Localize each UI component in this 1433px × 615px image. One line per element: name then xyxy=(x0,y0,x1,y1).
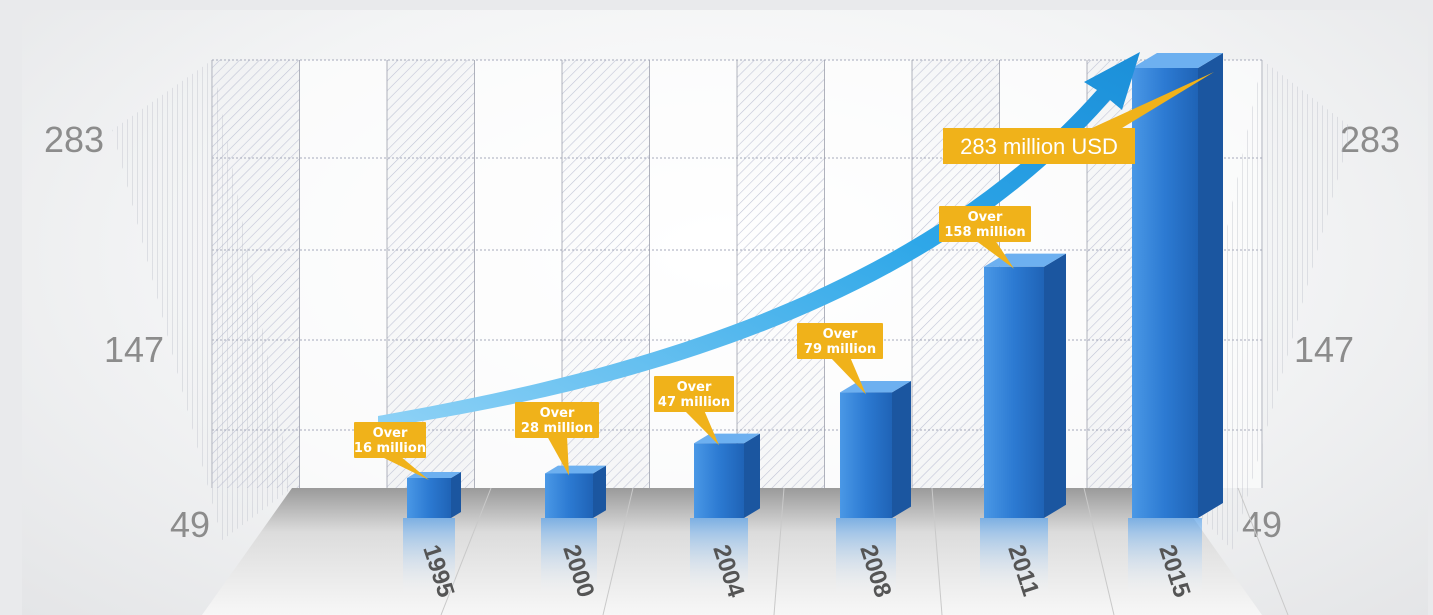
callout-box xyxy=(943,128,1135,164)
wall-column xyxy=(649,60,737,488)
floor-divider xyxy=(773,487,785,615)
bar-2011 xyxy=(984,266,1044,518)
bar-reflections xyxy=(403,518,1202,598)
callout-line2: 47 million xyxy=(658,395,730,410)
floor-divider xyxy=(602,487,634,615)
callout-line1: Over xyxy=(373,426,408,441)
callout-pointer xyxy=(684,410,719,446)
callout-pointer xyxy=(830,357,866,395)
callout-line2: 28 million xyxy=(521,421,593,436)
bar-reflection xyxy=(541,518,597,598)
callout-line2: 16 million xyxy=(354,441,426,456)
callout-line1: Over xyxy=(823,327,858,342)
floor-divider xyxy=(1083,487,1115,615)
bar-reflection xyxy=(690,518,748,598)
y-tick-left-49: 49 xyxy=(170,504,211,545)
bar-side xyxy=(1044,253,1066,519)
bar-side xyxy=(892,380,911,518)
y-tick-right-49: 49 xyxy=(1242,504,1283,545)
bar-side xyxy=(593,465,606,518)
bar-2004 xyxy=(694,443,744,518)
bar-2000 xyxy=(545,473,593,518)
bar-reflection xyxy=(403,518,455,598)
bar-1995 xyxy=(407,478,451,518)
bar-2015 xyxy=(1132,68,1198,518)
bar-2008 xyxy=(840,392,892,518)
left-side-wall xyxy=(112,60,292,540)
bar-side xyxy=(451,472,461,518)
callout-box xyxy=(354,422,426,458)
callout-line1: Over xyxy=(968,210,1003,225)
callout-line2: 158 million xyxy=(944,225,1025,240)
callout-text-283: 283 million USD xyxy=(960,134,1118,159)
callout-line1: Over xyxy=(540,406,575,421)
bar-reflection xyxy=(1128,518,1202,598)
wall-column xyxy=(737,60,825,488)
callout-box xyxy=(797,323,883,359)
floor-divider xyxy=(1237,487,1289,615)
callout-pointer xyxy=(380,456,429,480)
bar-top xyxy=(545,465,606,474)
callout-box xyxy=(939,206,1031,242)
y-tick-right-147: 147 xyxy=(1294,329,1355,370)
floor-divider xyxy=(931,487,943,615)
callout-pointer xyxy=(1092,72,1214,128)
bar-top xyxy=(1132,53,1223,68)
bars-group xyxy=(407,53,1223,519)
y-tick-left-283: 283 xyxy=(44,119,105,160)
y-tick-left-147: 147 xyxy=(104,329,165,370)
callout-line2: 79 million xyxy=(804,342,876,357)
callout-2015: 283 million USD xyxy=(943,72,1214,164)
bar-side xyxy=(744,433,760,518)
bar-side xyxy=(1198,53,1223,518)
callout-pointer xyxy=(547,436,569,476)
chart-canvas: 283 147 49 283 147 49 xyxy=(22,10,1428,615)
callout-box xyxy=(515,402,599,438)
bar-reflection xyxy=(836,518,896,598)
wall-column xyxy=(299,60,387,488)
callout-line1: Over xyxy=(677,380,712,395)
callout-box xyxy=(654,376,734,412)
bar-reflection xyxy=(980,518,1048,598)
